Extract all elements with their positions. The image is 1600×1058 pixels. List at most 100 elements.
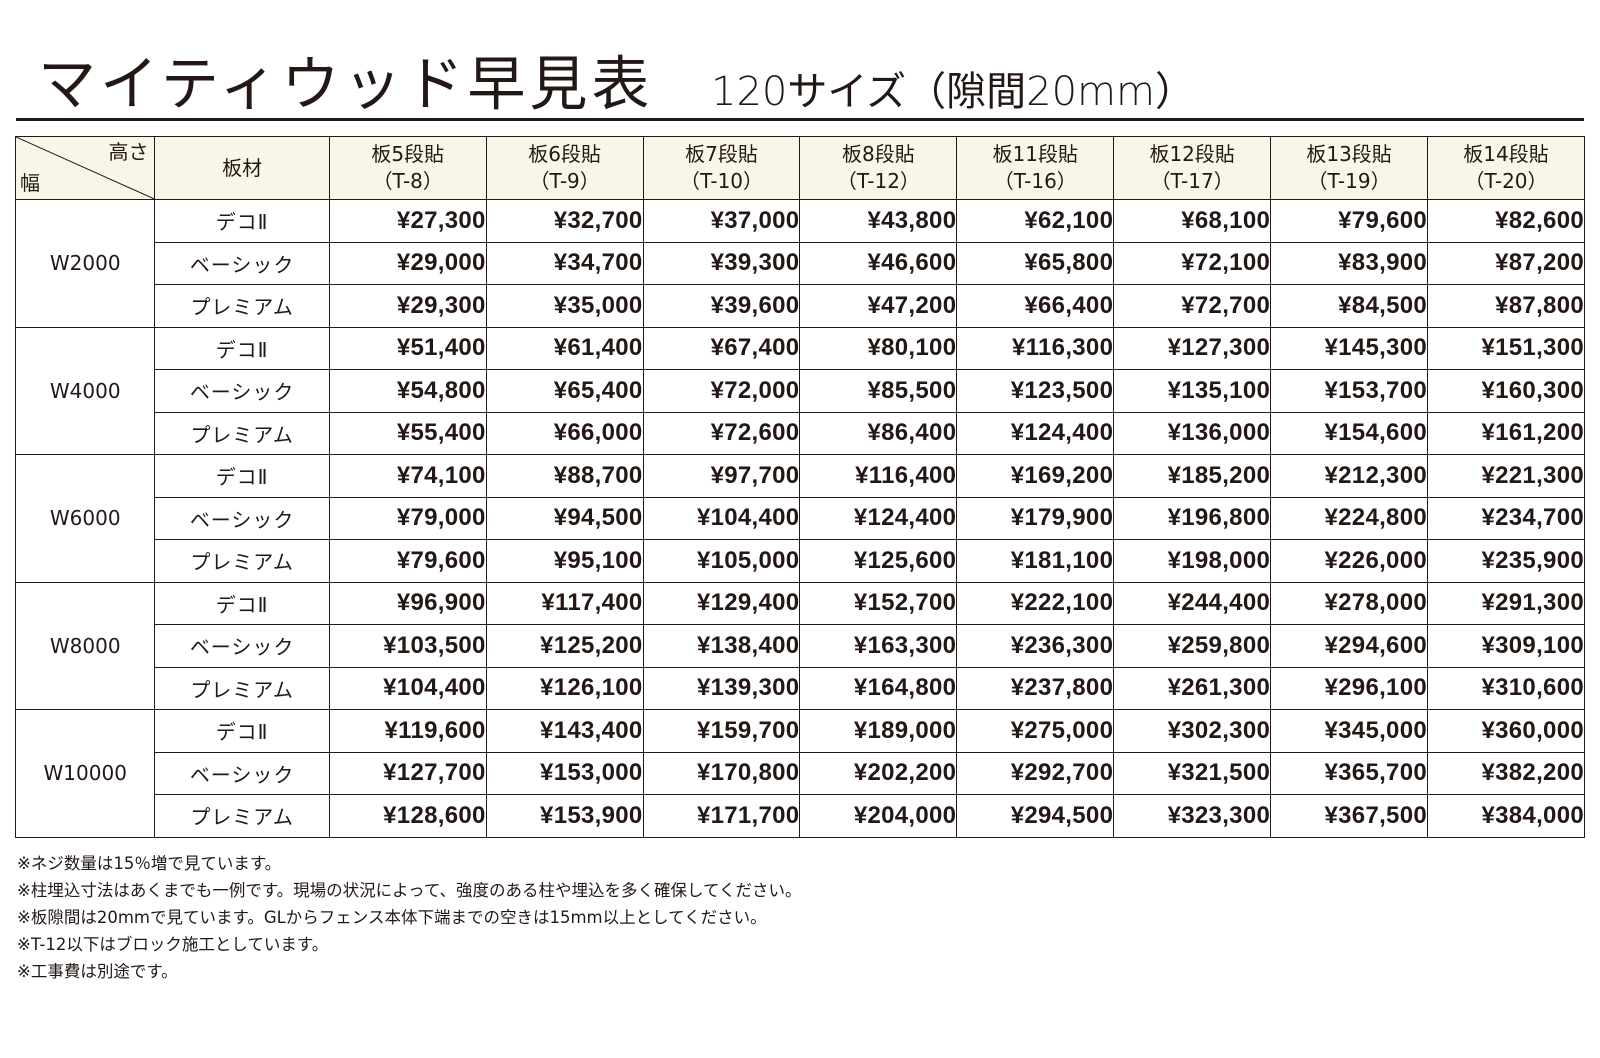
price-cell: ¥39,600 <box>642 284 801 328</box>
price-cell: ¥95,100 <box>485 539 644 583</box>
table-row: プレミアム ¥128,600 ¥153,900 ¥171,700 ¥204,000 ¥29… <box>16 794 1585 838</box>
price-cell: ¥125,200 <box>485 624 644 668</box>
price-cell: ¥382,200 <box>1427 751 1585 795</box>
column-header: 板5段貼 （T-8） <box>328 136 487 200</box>
price-cell: ¥67,400 <box>642 326 801 370</box>
price-cell: ¥136,000 <box>1113 411 1272 455</box>
price-cell: ¥360,000 <box>1427 709 1585 753</box>
material-cell: デコⅡ <box>154 326 330 370</box>
title-bar: マイティウッド早見表 120サイズ（隙間20mm） <box>16 46 1584 121</box>
price-cell: ¥154,600 <box>1270 411 1429 455</box>
price-cell: ¥204,000 <box>799 794 958 838</box>
price-cell: ¥224,800 <box>1270 496 1429 540</box>
column-header: 板8段貼 （T-12） <box>799 136 958 200</box>
price-cell: ¥79,600 <box>1270 199 1429 243</box>
price-cell: ¥65,800 <box>956 241 1115 285</box>
price-cell: ¥278,000 <box>1270 581 1429 625</box>
price-cell: ¥124,400 <box>956 411 1115 455</box>
price-cell: ¥94,500 <box>485 496 644 540</box>
price-cell: ¥226,000 <box>1270 539 1429 583</box>
price-cell: ¥54,800 <box>328 369 487 413</box>
price-cell: ¥43,800 <box>799 199 958 243</box>
material-cell: ベーシック <box>154 624 330 668</box>
price-cell: ¥185,200 <box>1113 454 1272 498</box>
price-cell: ¥236,300 <box>956 624 1115 668</box>
material-cell: デコⅡ <box>154 581 330 625</box>
column-header: 板14段貼 （T-20） <box>1427 136 1585 200</box>
price-cell: ¥119,600 <box>328 709 487 753</box>
material-header: 板材 <box>154 136 330 200</box>
table-row: W2000 デコⅡ ¥27,300 ¥32,700 ¥37,000 ¥43,800 ¥62,… <box>14 199 1585 328</box>
price-cell: ¥125,600 <box>799 539 958 583</box>
price-cell: ¥116,300 <box>956 326 1115 370</box>
price-cell: ¥189,000 <box>799 709 958 753</box>
note-line: ※柱埋込寸法はあくまでも一例です。現場の状況によって、強度のある柱や埋込を多く確… <box>17 881 802 900</box>
column-header: 板13段貼 （T-19） <box>1270 136 1429 200</box>
price-cell: ¥65,400 <box>485 369 644 413</box>
price-cell: ¥72,600 <box>642 411 801 455</box>
price-cell: ¥198,000 <box>1113 539 1272 583</box>
table-row: プレミアム ¥29,300 ¥35,000 ¥39,600 ¥47,200 ¥66,400… <box>16 284 1585 328</box>
material-cell: デコⅡ <box>154 709 330 753</box>
price-cell: ¥309,100 <box>1427 624 1585 668</box>
price-cell: ¥202,200 <box>799 751 958 795</box>
price-cell: ¥74,100 <box>328 454 487 498</box>
table-row: W10000 デコⅡ ¥119,600 ¥143,400 ¥159,700 ¥189,00… <box>14 709 1585 838</box>
price-cell: ¥138,400 <box>642 624 801 668</box>
price-cell: ¥169,200 <box>956 454 1115 498</box>
price-cell: ¥321,500 <box>1113 751 1272 795</box>
price-cell: ¥181,100 <box>956 539 1115 583</box>
price-cell: ¥68,100 <box>1113 199 1272 243</box>
table-row: W4000 デコⅡ ¥51,400 ¥61,400 ¥67,400 ¥80,100 ¥116… <box>14 326 1585 455</box>
price-cell: ¥196,800 <box>1113 496 1272 540</box>
note-line: ※ネジ数量は15％増で見ています。 <box>17 854 282 873</box>
price-cell: ¥160,300 <box>1427 369 1585 413</box>
price-cell: ¥34,700 <box>485 241 644 285</box>
price-cell: ¥104,400 <box>328 666 487 710</box>
price-cell: ¥66,400 <box>956 284 1115 328</box>
column-header: 板7段貼 （T-10） <box>642 136 801 200</box>
price-cell: ¥294,600 <box>1270 624 1429 668</box>
price-cell: ¥292,700 <box>956 751 1115 795</box>
table-body: W2000 デコⅡ ¥27,300 ¥32,700 ¥37,000 ¥43,800 ¥62,… <box>14 199 1585 838</box>
price-cell: ¥171,700 <box>642 794 801 838</box>
price-cell: ¥32,700 <box>485 199 644 243</box>
price-cell: ¥244,400 <box>1113 581 1272 625</box>
corner-header: 高さ 幅 <box>14 136 156 200</box>
price-cell: ¥116,400 <box>799 454 958 498</box>
price-cell: ¥153,700 <box>1270 369 1429 413</box>
width-axis-label: 幅 <box>20 171 40 195</box>
table-row: ベーシック ¥103,500 ¥125,200 ¥138,400 ¥163,300 ¥23… <box>16 624 1585 668</box>
price-cell: ¥221,300 <box>1427 454 1585 498</box>
price-cell: ¥80,100 <box>799 326 958 370</box>
price-cell: ¥27,300 <box>328 199 487 243</box>
price-cell: ¥365,700 <box>1270 751 1429 795</box>
price-cell: ¥302,300 <box>1113 709 1272 753</box>
price-cell: ¥37,000 <box>642 199 801 243</box>
height-axis-label: 高さ <box>108 140 149 164</box>
price-cell: ¥103,500 <box>328 624 487 668</box>
price-cell: ¥237,800 <box>956 666 1115 710</box>
material-cell: ベーシック <box>154 241 330 285</box>
price-cell: ¥35,000 <box>485 284 644 328</box>
price-cell: ¥87,200 <box>1427 241 1585 285</box>
price-cell: ¥83,900 <box>1270 241 1429 285</box>
price-cell: ¥323,300 <box>1113 794 1272 838</box>
price-cell: ¥79,000 <box>328 496 487 540</box>
price-cell: ¥124,400 <box>799 496 958 540</box>
price-cell: ¥105,000 <box>642 539 801 583</box>
price-cell: ¥291,300 <box>1427 581 1585 625</box>
price-cell: ¥72,100 <box>1113 241 1272 285</box>
price-cell: ¥46,600 <box>799 241 958 285</box>
price-cell: ¥296,100 <box>1270 666 1429 710</box>
column-header: 板11段貼 （T-16） <box>956 136 1115 200</box>
material-cell: プレミアム <box>154 666 330 710</box>
width-cell: W10000 <box>14 709 156 838</box>
material-cell: プレミアム <box>154 539 330 583</box>
price-cell: ¥384,000 <box>1427 794 1585 838</box>
table-row: プレミアム ¥104,400 ¥126,100 ¥139,300 ¥164,800 ¥23… <box>16 666 1585 710</box>
material-cell: ベーシック <box>154 751 330 795</box>
price-cell: ¥153,000 <box>485 751 644 795</box>
price-cell: ¥72,000 <box>642 369 801 413</box>
price-table: 高さ 幅 板材 板5段貼 （T-8） 板6段貼 （T-9） 板7段貼 （T-10） 板… <box>14 136 1585 838</box>
